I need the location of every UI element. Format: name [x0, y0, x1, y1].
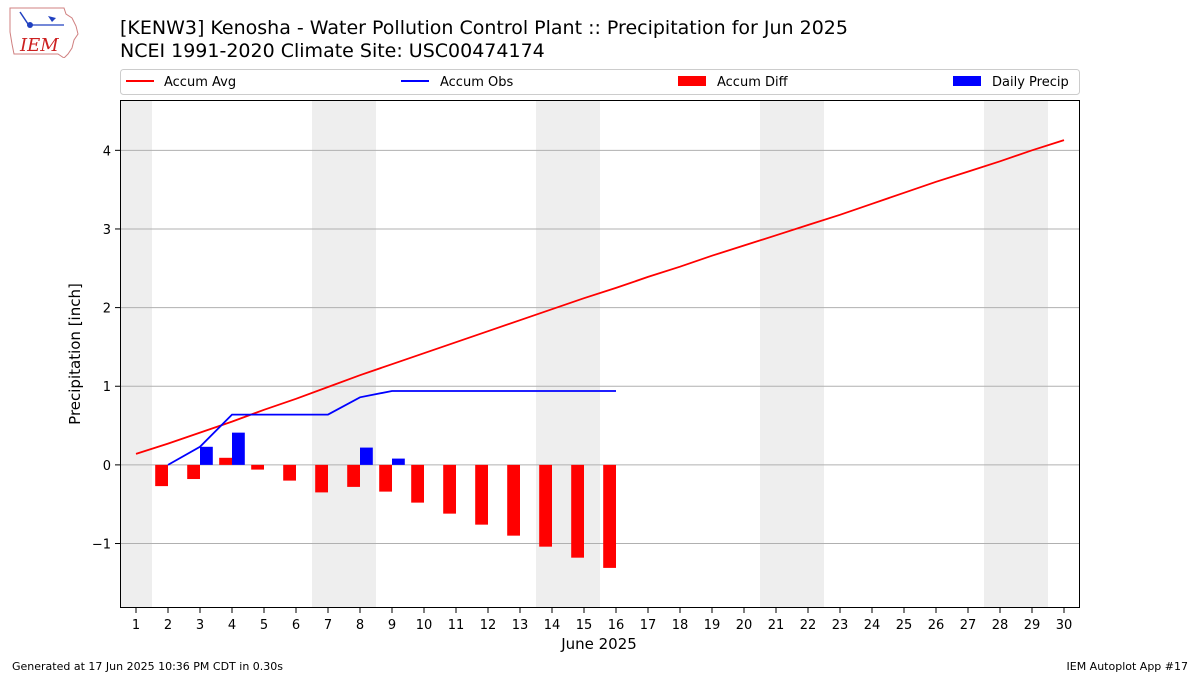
x-tick-label: 21: [768, 618, 785, 633]
legend-swatch-accum-diff: [678, 76, 706, 86]
legend: Accum Avg Accum Obs Accum Diff Daily Precip: [120, 69, 1080, 95]
bar-daily-precip: [200, 446, 213, 465]
bar-accum-diff: [219, 457, 232, 465]
y-tick-label: 1: [103, 380, 111, 395]
gridlines: [120, 149, 1080, 545]
footer-generated: Generated at 17 Jun 2025 10:36 PM CDT in…: [12, 660, 284, 673]
y-tick-label: 4: [103, 144, 111, 159]
x-tick-label: 8: [356, 618, 364, 633]
x-tick-label: 28: [992, 618, 1009, 633]
x-tick-label: 15: [576, 618, 593, 633]
x-tick-label: 7: [324, 618, 332, 633]
weekend-band: [760, 100, 792, 608]
bar-accum-diff: [603, 464, 616, 568]
bar-daily-precip: [392, 458, 405, 465]
x-tick-label: 6: [292, 618, 300, 633]
legend-label-accum-avg: Accum Avg: [164, 75, 236, 90]
y-tick-label: 2: [103, 302, 111, 317]
bar-accum-diff: [283, 464, 296, 481]
iem-logo-graphic: IEM: [9, 7, 79, 59]
x-tick-label: 16: [608, 618, 625, 633]
bar-accum-diff: [411, 464, 424, 503]
bar-daily-precip: [232, 432, 245, 465]
weekend-band: [344, 100, 376, 608]
x-tick-label: 18: [672, 618, 689, 633]
weekend-band: [984, 100, 1016, 608]
x-tick-label: 22: [800, 618, 817, 633]
chart-subtitle: NCEI 1991-2020 Climate Site: USC00474174: [120, 40, 545, 62]
x-tick-label: 30: [1056, 618, 1073, 633]
bar-accum-diff: [379, 464, 392, 492]
x-tick-label: 25: [896, 618, 913, 633]
x-tick-label: 12: [480, 618, 497, 633]
x-tick-label: 9: [388, 618, 396, 633]
weekend-band: [792, 100, 824, 608]
bars: [155, 432, 616, 568]
x-tick-label: 20: [736, 618, 753, 633]
legend-label-accum-obs: Accum Obs: [440, 75, 513, 90]
plot-frame: [120, 100, 1080, 608]
bar-accum-diff: [475, 464, 488, 525]
x-tick-label: 1: [132, 618, 140, 633]
line-accum-avg: [135, 139, 1065, 455]
line-accum-obs: [167, 390, 616, 466]
legend-box: [120, 69, 1080, 95]
x-tick-label: 10: [416, 618, 433, 633]
bar-accum-diff: [347, 464, 360, 487]
bar-accum-diff: [507, 464, 520, 536]
x-tick-label: 27: [960, 618, 977, 633]
x-tick-label: 5: [260, 618, 268, 633]
x-axis-label: June 2025: [560, 635, 637, 653]
legend-swatch-daily-precip: [953, 76, 981, 86]
x-tick-label: 14: [544, 618, 561, 633]
y-tick-label: 0: [103, 459, 111, 474]
x-axis-ticks: 1 2 3 4 5 6 7 8 9 10 11 12 13 14 15 16 17 18 19 20 21 22 23 24 2…: [132, 608, 1072, 633]
y-axis-label: Precipitation [inch]: [66, 283, 84, 425]
bar-accum-diff: [251, 464, 264, 470]
x-tick-label: 23: [832, 618, 849, 633]
x-tick-label: 26: [928, 618, 945, 633]
legend-label-daily-precip: Daily Precip: [992, 75, 1069, 90]
bar-daily-precip: [360, 447, 373, 465]
chart-title: [KENW3] Kenosha - Water Pollution Contro…: [120, 17, 848, 39]
legend-label-accum-diff: Accum Diff: [717, 75, 789, 90]
x-tick-label: 29: [1024, 618, 1041, 633]
bar-accum-diff: [443, 464, 456, 514]
x-tick-label: 13: [512, 618, 529, 633]
x-tick-label: 11: [448, 618, 465, 633]
bar-accum-diff: [539, 464, 552, 547]
weekend-band: [120, 100, 152, 608]
y-tick-label: −1: [92, 538, 111, 553]
logo-text: IEM: [19, 35, 59, 56]
weekend-band: [312, 100, 344, 608]
x-tick-label: 2: [164, 618, 172, 633]
weekend-band: [1016, 100, 1048, 608]
lines: [135, 139, 1065, 466]
y-tick-label: 3: [103, 223, 111, 238]
bar-accum-diff: [571, 464, 584, 558]
iem-logo: IEM: [6, 4, 82, 62]
footer-app: IEM Autoplot App #17: [1066, 660, 1189, 673]
x-tick-label: 17: [640, 618, 657, 633]
x-tick-label: 4: [228, 618, 236, 633]
bar-accum-diff: [187, 464, 200, 480]
y-axis-ticks: −1 0 1 2 3 4: [92, 144, 120, 553]
x-tick-label: 3: [196, 618, 204, 633]
bar-accum-diff: [155, 464, 168, 487]
x-tick-label: 24: [864, 618, 881, 633]
bar-accum-diff: [315, 464, 328, 493]
x-tick-label: 19: [704, 618, 721, 633]
